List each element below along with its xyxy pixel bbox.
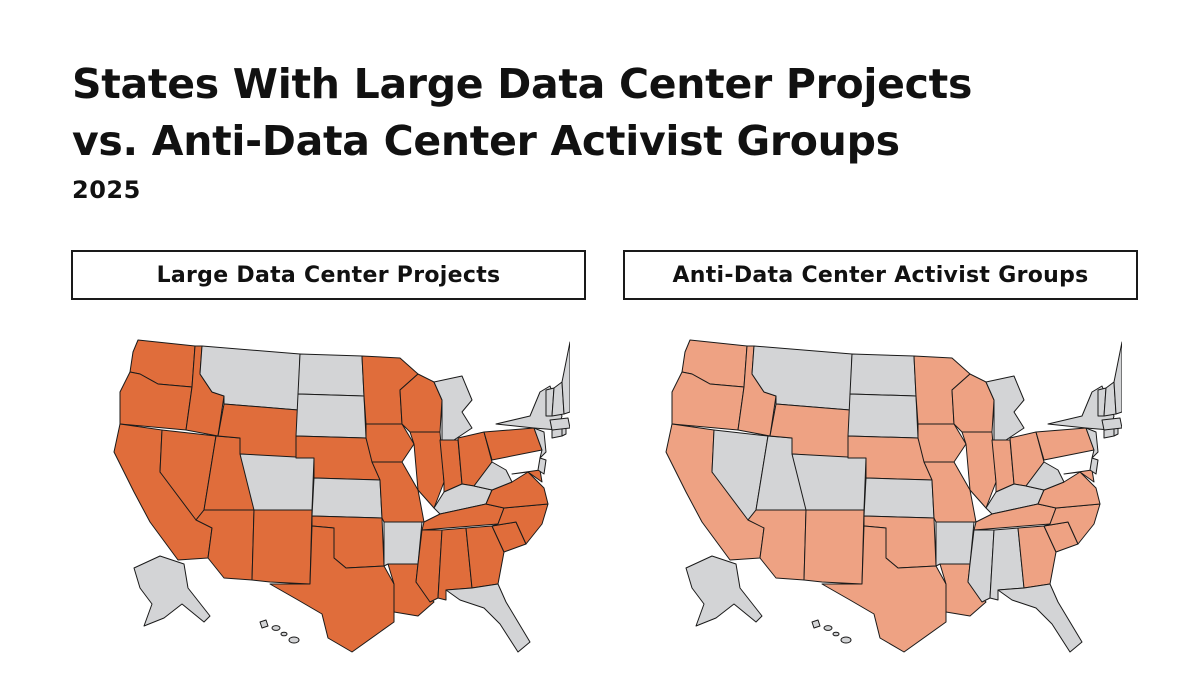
state-mi	[985, 375, 1025, 441]
state-me	[561, 341, 570, 415]
hawaii-island	[271, 625, 281, 631]
hawaii-island	[288, 636, 300, 644]
state-ga	[1017, 525, 1057, 589]
state-ak	[685, 555, 763, 627]
state-nj	[1085, 427, 1099, 459]
us-map-data-centers	[113, 339, 570, 653]
hawaii-island	[280, 631, 288, 637]
state-ak	[133, 555, 211, 627]
hawaii-island	[840, 636, 852, 644]
state-tx	[269, 525, 395, 653]
state-ia	[365, 423, 415, 463]
state-sd	[847, 393, 919, 439]
right-panel-label: Anti-Data Center Activist Groups	[623, 250, 1138, 300]
state-sd	[295, 393, 367, 439]
state-wi	[951, 373, 995, 433]
state-ga	[465, 525, 505, 589]
title-line-1: States With Large Data Center Projects	[72, 60, 973, 108]
state-ma	[1101, 417, 1122, 431]
state-nd	[849, 353, 917, 397]
state-wv	[1025, 461, 1065, 491]
subtitle-year: 2025	[72, 176, 141, 204]
chart-title: States With Large Data Center Projects v…	[72, 56, 1152, 170]
state-me	[1113, 341, 1122, 415]
state-nm	[803, 509, 865, 585]
state-de	[537, 457, 547, 475]
state-nm	[251, 509, 313, 585]
state-hi	[259, 619, 269, 629]
state-nd	[297, 353, 365, 397]
state-pa	[483, 427, 543, 461]
left-panel-label: Large Data Center Projects	[71, 250, 586, 300]
state-tx	[821, 525, 947, 653]
state-ks	[311, 477, 383, 519]
state-ia	[917, 423, 967, 463]
state-mi	[433, 375, 473, 441]
state-fl	[445, 583, 531, 653]
state-nj	[533, 427, 547, 459]
title-line-2: vs. Anti-Data Center Activist Groups	[72, 117, 900, 165]
state-ma	[549, 417, 570, 431]
hawaii-island	[832, 631, 840, 637]
us-map-activist-groups	[665, 339, 1122, 653]
state-pa	[1035, 427, 1095, 461]
state-md	[511, 469, 543, 483]
state-ar	[383, 521, 423, 567]
state-ks	[863, 477, 935, 519]
state-de	[1089, 457, 1099, 475]
state-ar	[935, 521, 975, 567]
state-md	[1063, 469, 1095, 483]
state-hi	[811, 619, 821, 629]
state-wi	[399, 373, 443, 433]
state-wv	[473, 461, 513, 491]
state-fl	[997, 583, 1083, 653]
hawaii-island	[823, 625, 833, 631]
